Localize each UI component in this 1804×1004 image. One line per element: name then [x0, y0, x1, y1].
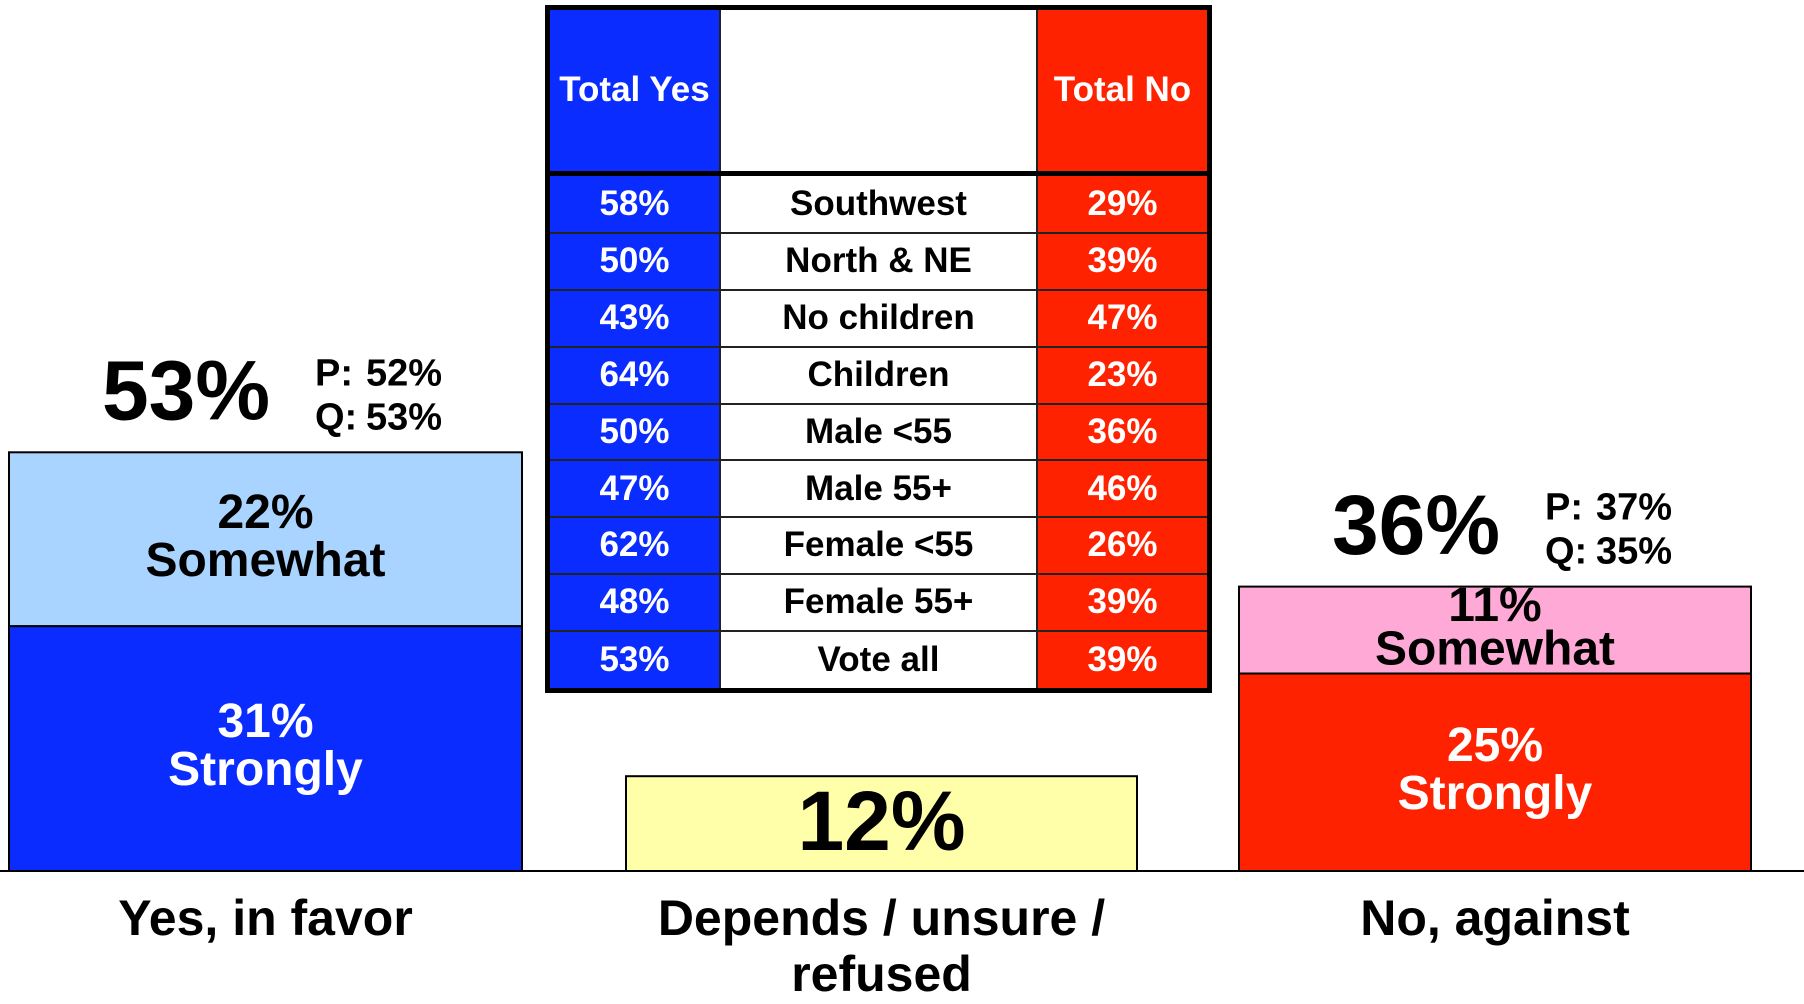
yes-cell: 50%	[546, 402, 721, 462]
no-cell: 39%	[1036, 573, 1211, 633]
no-cell: 26%	[1036, 516, 1211, 576]
bar-segment	[1238, 585, 1752, 675]
yes-cell: 43%	[546, 288, 721, 348]
subgroup-value: 52%	[366, 352, 442, 394]
category-label: No, against	[1360, 890, 1630, 946]
total-label: 36%	[1332, 478, 1500, 572]
subgroup-label: P:	[1545, 487, 1583, 529]
subgroup-value: 53%	[366, 396, 442, 438]
table-row: 53% Vote all 39%	[546, 630, 1211, 692]
subgroup-value: 37%	[1596, 487, 1672, 529]
subgroup-label: P:	[315, 352, 353, 394]
row-label: Female 55+	[719, 573, 1038, 633]
segment-value: 31%	[217, 695, 313, 748]
table-row: 62% Female <55 26%	[546, 516, 1211, 576]
row-label: Vote all	[719, 630, 1038, 692]
category-label: Yes, in favor	[118, 890, 413, 946]
segment-name: Strongly	[168, 743, 363, 796]
segment-value: 11%	[1448, 579, 1541, 632]
total-label: 12%	[797, 774, 965, 868]
no-cell: 29%	[1036, 172, 1211, 234]
table-row: 50% North & NE 39%	[546, 231, 1211, 291]
table-row: 43% No children 47%	[546, 288, 1211, 348]
no-cell: 39%	[1036, 630, 1211, 692]
yes-cell: 48%	[546, 573, 721, 633]
no-cell: 47%	[1036, 288, 1211, 348]
row-label: Children	[719, 345, 1038, 405]
subgroup-label: Q:	[1545, 531, 1587, 573]
total-label: 53%	[102, 343, 270, 437]
row-label: Male 55+	[719, 459, 1038, 519]
segment-name: Somewhat	[1375, 622, 1615, 675]
row-label: North & NE	[719, 231, 1038, 291]
header-blank	[719, 6, 1038, 177]
bar-segment	[8, 451, 523, 628]
segment-value: 25%	[1447, 719, 1543, 772]
no-cell: 36%	[1036, 402, 1211, 462]
no-cell: 39%	[1036, 231, 1211, 291]
no-cell: 46%	[1036, 459, 1211, 519]
segment-name: Strongly	[1398, 767, 1593, 820]
breakdown-table: Total Yes Total No 58% Southwest 29% 50% Nor…	[545, 5, 1212, 693]
yes-cell: 50%	[546, 231, 721, 291]
yes-cell: 62%	[546, 516, 721, 576]
bar-segment	[1238, 672, 1752, 872]
header-no: Total No	[1036, 6, 1211, 177]
yes-cell: 58%	[546, 172, 721, 234]
yes-cell: 53%	[546, 630, 721, 692]
segment-value: 22%	[217, 486, 313, 539]
row-label: Southwest	[719, 172, 1038, 234]
bar-segment	[8, 625, 523, 872]
table-row: 47% Male 55+ 46%	[546, 459, 1211, 519]
no-cell: 23%	[1036, 345, 1211, 405]
subgroup-label: Q:	[315, 396, 357, 438]
segment-name: Somewhat	[145, 534, 385, 587]
subgroup-value: 35%	[1596, 531, 1672, 573]
row-label: Male <55	[719, 402, 1038, 462]
yes-cell: 64%	[546, 345, 721, 405]
category-label: Depends / unsure / refused	[657, 890, 1106, 1002]
table-row: 50% Male <55 36%	[546, 402, 1211, 462]
row-label: Female <55	[719, 516, 1038, 576]
yes-cell: 47%	[546, 459, 721, 519]
row-label: No children	[719, 288, 1038, 348]
header-yes: Total Yes	[546, 6, 721, 177]
bar	[625, 775, 1138, 873]
table-row: 64% Children 23%	[546, 345, 1211, 405]
table-row: 48% Female 55+ 39%	[546, 573, 1211, 633]
table-row: 58% Southwest 29%	[546, 172, 1211, 234]
table-header: Total Yes Total No	[546, 6, 1211, 177]
